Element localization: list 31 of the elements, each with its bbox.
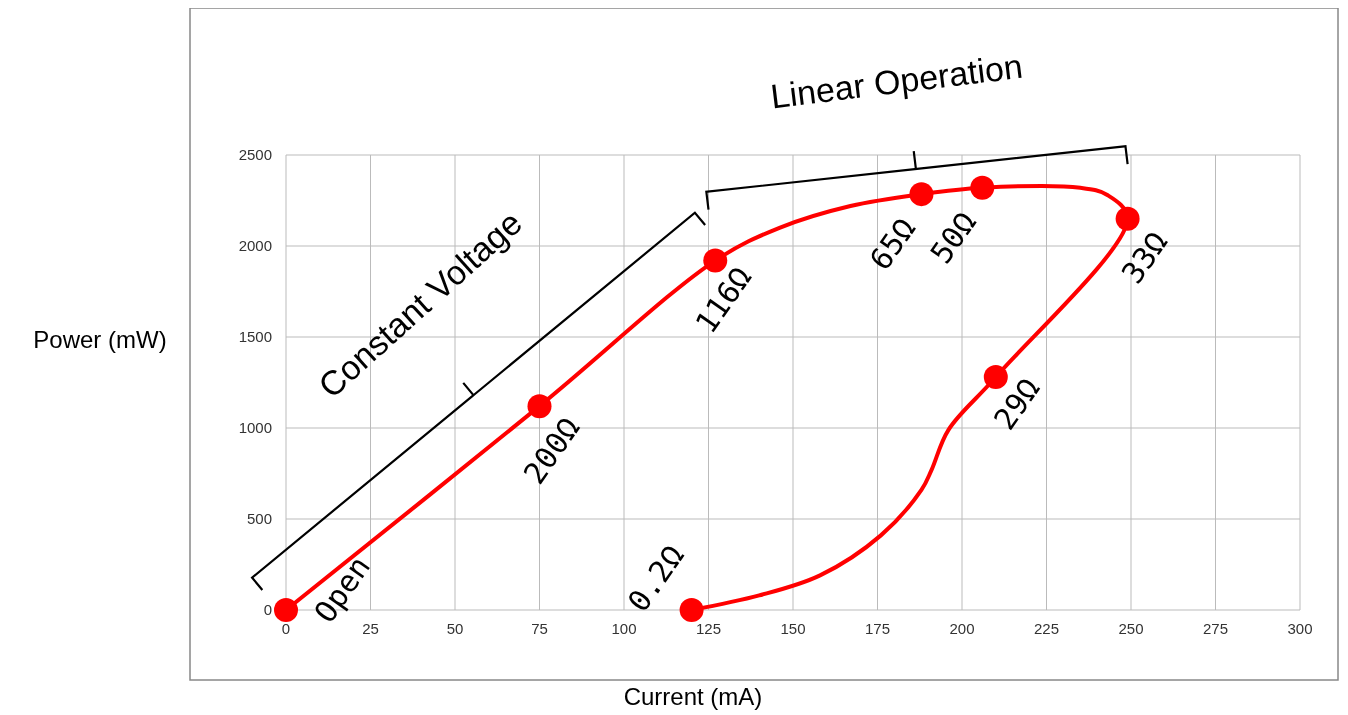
x-tick-label: 175 [864,620,891,637]
y-axis-title: Power (mW) [33,326,167,353]
x-tick-label: 25 [362,620,379,637]
x-tick-label: 0 [281,620,291,637]
x-tick-label: 200 [949,620,975,637]
point [909,182,934,207]
y-tick-label: 0 [263,601,272,618]
x-tick-label: 250 [1118,620,1144,637]
annotation: 65Ω [862,211,923,277]
point [970,175,995,200]
y-tick-label: 2500 [238,146,272,163]
annotation: 29Ω [986,371,1047,437]
x-tick-label: 125 [695,620,722,637]
point [527,394,552,419]
x-tick-label: 150 [780,620,806,637]
x-tick-label: 300 [1287,620,1313,637]
y-tick-label: 2000 [238,237,272,254]
point [274,598,298,622]
point [1115,206,1140,231]
x-tick-label: 50 [446,620,464,637]
text: Linear Operation [768,46,1025,116]
y-tick-label: 500 [246,510,272,527]
x-tick-label: 225 [1033,620,1060,637]
annotation: 33Ω [1114,225,1175,290]
y-tick-label: 1000 [238,419,272,436]
annotation: 50Ω [923,205,984,270]
x-tick-label: 275 [1202,620,1229,637]
x-axis-title: Current (mA) [623,683,763,710]
y-tick-label: 1500 [238,328,272,345]
x-tick-label: 100 [611,620,637,637]
x-tick-label: 75 [531,620,548,637]
